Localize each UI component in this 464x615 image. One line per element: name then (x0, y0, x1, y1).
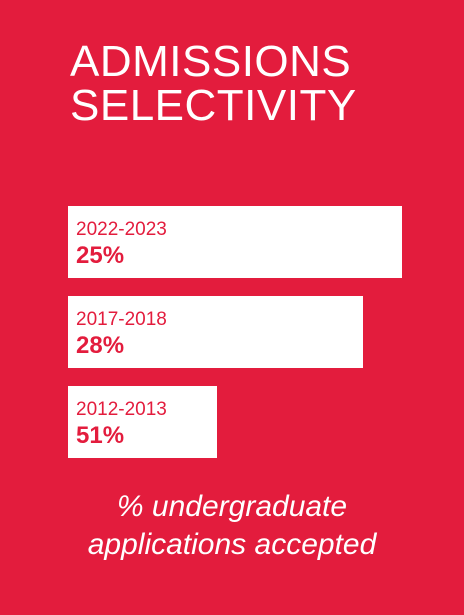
bar-2017-2018: 2017-2018 28% (68, 296, 363, 368)
chart-title: ADMISSIONS SELECTIVITY (70, 40, 357, 128)
bar-period-label: 2022-2023 (76, 219, 167, 240)
bar-value-label: 25% (76, 242, 125, 269)
chart-title-line-1: ADMISSIONS (70, 37, 352, 86)
bar-value-label: 51% (76, 422, 125, 449)
bar-2022-2023: 2022-2023 25% (68, 206, 402, 278)
bar-2012-2013: 2012-2013 51% (68, 386, 217, 458)
chart-caption: % undergraduate applications accepted (0, 488, 464, 564)
chart-caption-line-2: applications accepted (87, 528, 377, 561)
chart-title-line-2: SELECTIVITY (70, 81, 357, 130)
chart-caption-line-1: % undergraduate (116, 490, 348, 523)
bar-period-label: 2012-2013 (76, 399, 167, 420)
bar-value-label: 28% (76, 332, 125, 359)
bar-period-label: 2017-2018 (76, 309, 167, 330)
